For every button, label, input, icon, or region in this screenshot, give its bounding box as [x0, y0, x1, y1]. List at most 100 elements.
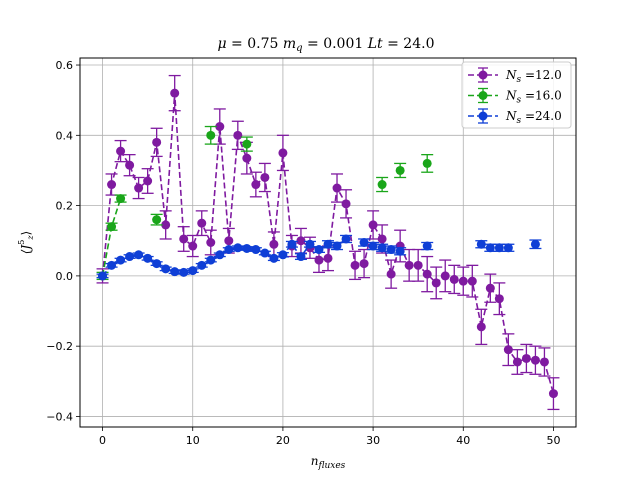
series-0-point-24 [314, 255, 324, 265]
y-tick-label-0: −0.4 [46, 410, 73, 423]
series-0-point-39 [449, 274, 459, 284]
series-2-point-17 [251, 245, 261, 255]
title-part-2: m [283, 36, 296, 52]
legend-label-value-1: =16.0 [521, 89, 562, 103]
series-2 [96, 234, 542, 281]
y-tick-label-1: −0.2 [46, 340, 73, 353]
series-0-point-25 [323, 253, 333, 263]
series-2-point-15 [233, 243, 243, 253]
series-2-point-1 [107, 260, 117, 270]
y-label-sub: z [26, 235, 35, 241]
y-tick-label-2: 0.0 [56, 270, 74, 283]
series-2-point-0 [98, 271, 108, 281]
series-0-point-37 [431, 278, 441, 288]
series-0-point-41 [467, 276, 477, 286]
legend-label-2: Ns =24.0 [505, 109, 562, 126]
series-0-point-15 [233, 130, 243, 140]
series-0-point-29 [359, 259, 369, 269]
plot-area [96, 74, 560, 411]
series-2-point-30 [377, 243, 387, 253]
series-2-point-8 [170, 267, 180, 277]
series-0-point-38 [440, 271, 450, 281]
legend-marker-0 [478, 70, 488, 80]
series-0-point-19 [269, 239, 279, 249]
series-2-point-34 [476, 239, 486, 249]
series-2-point-24 [314, 245, 324, 255]
y-label-main: ⟨J [19, 244, 33, 255]
series-2-point-9 [179, 267, 189, 277]
legend-label-var-2: N [505, 109, 517, 123]
series-2-point-19 [269, 253, 279, 263]
y-axis-ticks: −0.4 −0.2 0.0 0.2 0.4 0.6 [46, 59, 80, 423]
legend-label-sub-0: s [517, 75, 522, 85]
x-tick-label-0: 0 [99, 434, 106, 447]
series-0-point-6 [152, 137, 162, 147]
series-2-point-13 [215, 250, 225, 260]
title-part-4: = 0.001 [303, 36, 368, 52]
legend-label-value-0: =12.0 [521, 68, 562, 82]
x-axis-ticks: 0 10 20 30 40 50 [99, 427, 560, 447]
series-0-point-1 [107, 180, 117, 190]
series-1-point-1 [107, 222, 117, 232]
series-1-point-2 [116, 194, 126, 204]
legend-label-var-0: N [505, 68, 517, 82]
series-1-point-7 [395, 165, 405, 175]
series-2-point-26 [332, 241, 342, 251]
series-0-point-31 [377, 234, 387, 244]
y-tick-label-3: 0.2 [56, 200, 74, 213]
series-0-point-35 [413, 260, 423, 270]
series-0-point-49 [539, 357, 549, 367]
series-2-point-33 [422, 241, 432, 251]
series-0-point-17 [251, 180, 261, 190]
series-0-point-20 [278, 148, 288, 158]
series-0-point-2 [116, 146, 126, 156]
series-0-point-14 [224, 236, 234, 246]
series-0-point-45 [503, 345, 513, 355]
series-1-point-6 [377, 180, 387, 190]
series-0-point-4 [134, 183, 144, 193]
series-2-point-36 [494, 243, 504, 253]
series-2-point-31 [386, 245, 396, 255]
series-2-point-3 [125, 252, 135, 262]
series-0-point-3 [125, 160, 135, 170]
title-part-5: Lt [367, 36, 383, 52]
series-1-point-8 [422, 158, 432, 168]
series-2-point-10 [188, 266, 198, 276]
y-axis-label: ⟨J5z⟩ [17, 231, 35, 255]
series-0-point-22 [296, 236, 306, 246]
series-2-point-29 [368, 241, 378, 251]
legend-label-sub-1: s [517, 96, 522, 106]
series-2-point-5 [143, 253, 153, 263]
series-1-point-4 [206, 130, 216, 140]
series-2-point-11 [197, 260, 207, 270]
series-2-point-18 [260, 248, 270, 258]
series-0-point-11 [197, 218, 207, 228]
y-tick-label-4: 0.4 [56, 129, 74, 142]
legend-marker-1 [478, 91, 488, 100]
series-0-point-48 [530, 355, 540, 365]
series-0-point-13 [215, 122, 225, 132]
x-tick-label-2: 20 [276, 434, 290, 447]
series-2-point-22 [296, 252, 306, 262]
y-label-sup: 5 [17, 240, 26, 245]
series-0-point-42 [476, 322, 486, 332]
series-2-point-35 [485, 243, 495, 253]
series-0-point-46 [512, 357, 522, 367]
x-label-sub: fluxes [317, 461, 345, 471]
legend-label-var-1: N [505, 89, 517, 103]
series-2-point-38 [530, 239, 540, 249]
plot-frame [79, 57, 577, 428]
y-label-close: ⟩ [19, 231, 33, 236]
legend-box [461, 61, 572, 129]
series-0-point-16 [242, 153, 252, 163]
legend-label-0: Ns =12.0 [505, 68, 562, 85]
x-tick-label-3: 30 [366, 434, 380, 447]
series-0-point-28 [350, 260, 360, 270]
series-0-point-18 [260, 172, 270, 182]
series-0-point-10 [188, 241, 198, 251]
series-2-point-32 [395, 246, 405, 256]
series-2-point-20 [278, 250, 288, 260]
series-0-point-27 [341, 199, 351, 209]
series-1-point-5 [242, 139, 252, 149]
